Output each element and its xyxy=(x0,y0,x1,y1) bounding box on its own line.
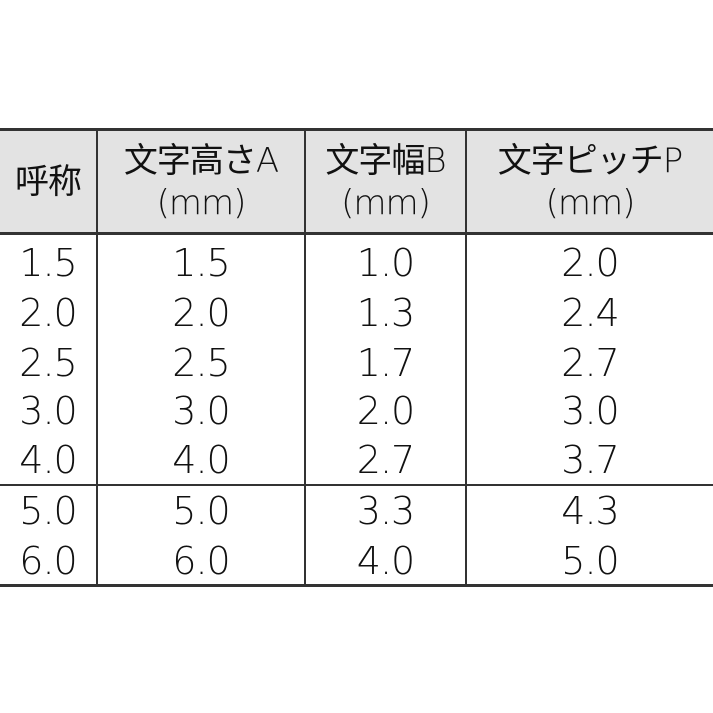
table-cell: 2.0 xyxy=(561,241,619,285)
header-label: 呼称 xyxy=(15,161,82,202)
header-unit: (mm) xyxy=(341,182,431,223)
table-cell: 1.0 xyxy=(356,241,415,285)
table-cell: 5.0 xyxy=(561,539,619,583)
table-cell: 3.0 xyxy=(19,389,77,433)
column-divider xyxy=(465,131,467,587)
column-header: 呼称 xyxy=(0,131,96,232)
header-label: 文字高さA xyxy=(123,140,279,181)
header-label: 文字幅B xyxy=(325,140,446,181)
top-border xyxy=(0,128,713,131)
column-header: 文字幅B (mm) xyxy=(306,131,465,232)
bottom-border xyxy=(0,584,713,587)
header-label: 文字ピッチP xyxy=(497,140,684,181)
table-cell: 2.0 xyxy=(19,291,77,335)
table-cell: 4.0 xyxy=(19,438,77,482)
column-header: 文字高さA (mm) xyxy=(98,131,304,232)
table-cell: 3.0 xyxy=(561,389,619,433)
table-cell: 2.5 xyxy=(172,341,230,385)
table-cell: 3.3 xyxy=(356,489,415,533)
header-divider xyxy=(0,232,713,235)
table-cell: 2.0 xyxy=(356,389,415,433)
header-unit: (mm) xyxy=(545,182,636,223)
column-divider xyxy=(304,131,306,587)
table-cell: 6.0 xyxy=(19,539,77,583)
table-header-background xyxy=(0,131,713,233)
table-cell: 2.0 xyxy=(172,291,230,335)
table-cell: 6.0 xyxy=(172,539,230,583)
column-divider xyxy=(96,131,98,587)
table-cell: 5.0 xyxy=(19,489,77,533)
header-unit: (mm) xyxy=(156,182,247,223)
table-cell: 1.3 xyxy=(356,291,415,335)
spec-table: 呼称 文字高さA (mm) 文字幅B (mm) 文字ピッチP (mm) 1.5 1.5 1.0 2.… xyxy=(0,128,713,587)
row-divider xyxy=(0,484,713,486)
table-cell: 2.4 xyxy=(561,291,619,335)
table-cell: 3.0 xyxy=(172,389,230,433)
table-cell: 1.5 xyxy=(172,241,230,285)
table-cell: 2.7 xyxy=(356,438,415,482)
column-header: 文字ピッチP (mm) xyxy=(467,131,713,232)
table-cell: 4.0 xyxy=(356,539,415,583)
table-cell: 5.0 xyxy=(172,489,230,533)
table-cell: 2.7 xyxy=(561,341,619,385)
table-cell: 1.7 xyxy=(356,341,415,385)
table-cell: 3.7 xyxy=(561,438,619,482)
table-cell: 2.5 xyxy=(19,341,77,385)
table-cell: 1.5 xyxy=(19,241,77,285)
table-cell: 4.3 xyxy=(561,489,619,533)
table-cell: 4.0 xyxy=(172,438,230,482)
